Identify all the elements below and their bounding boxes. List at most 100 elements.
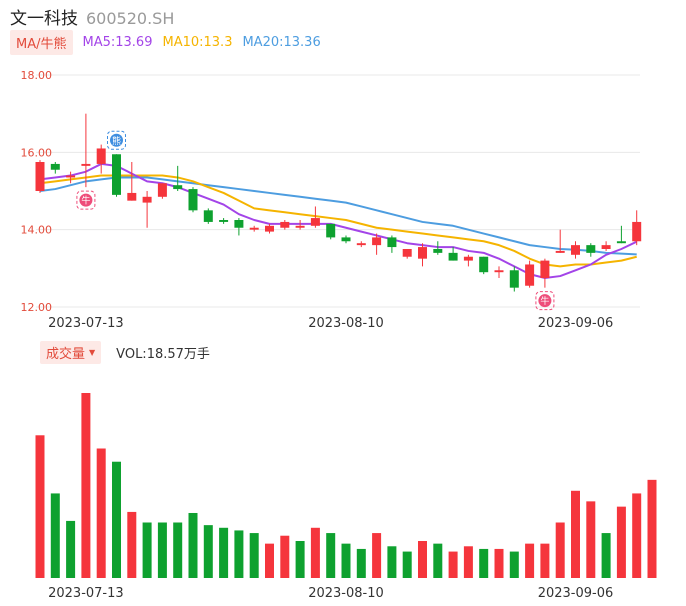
candle-body bbox=[203, 210, 213, 222]
candle-body bbox=[525, 264, 535, 286]
candle bbox=[540, 258, 550, 288]
candle bbox=[555, 229, 565, 253]
volume-bar bbox=[647, 479, 657, 578]
volume-indicator-selector[interactable]: 成交量 ▼ bbox=[40, 340, 102, 364]
candle-body bbox=[280, 221, 290, 228]
candle-body bbox=[494, 270, 504, 273]
candle-body bbox=[479, 256, 489, 273]
marker-text: 熊 bbox=[112, 135, 121, 147]
marker-frame bbox=[535, 291, 555, 311]
candle-body bbox=[356, 243, 366, 246]
marker-frame bbox=[107, 130, 126, 150]
price-grid bbox=[36, 74, 640, 308]
volume-bar bbox=[586, 501, 596, 578]
candle bbox=[203, 208, 213, 224]
candle bbox=[433, 241, 443, 255]
candle-body bbox=[188, 189, 198, 211]
ma5-legend-label: MA5:13.69 bbox=[82, 34, 153, 50]
ma20-line bbox=[39, 176, 637, 256]
volume-bar bbox=[540, 543, 550, 578]
candle bbox=[81, 113, 91, 188]
candle bbox=[234, 218, 244, 236]
candle bbox=[341, 235, 351, 244]
candle bbox=[356, 241, 366, 248]
volume-bar bbox=[525, 543, 535, 578]
candle bbox=[310, 206, 320, 228]
candle bbox=[418, 243, 427, 267]
candle-body bbox=[616, 241, 626, 244]
volume-bar bbox=[219, 527, 229, 578]
volume-bar-series bbox=[35, 393, 657, 578]
volume-bar bbox=[509, 551, 519, 578]
volume-bar bbox=[66, 520, 76, 578]
volume-bar bbox=[173, 522, 183, 578]
volume-bar bbox=[81, 393, 91, 578]
bear-signal-marker: 熊 bbox=[107, 130, 126, 150]
candle-body bbox=[632, 221, 642, 242]
volume-bar bbox=[326, 533, 336, 578]
volume-bar bbox=[310, 527, 320, 578]
candle bbox=[157, 183, 167, 199]
price-y-axis: 18.00 16.00 14.00 12.00 bbox=[21, 69, 53, 314]
volume-bar bbox=[157, 522, 167, 578]
marker-frame bbox=[76, 190, 96, 210]
candle-body bbox=[265, 225, 274, 232]
candle bbox=[586, 243, 596, 257]
candle-body bbox=[234, 220, 244, 228]
volume-bar bbox=[295, 541, 305, 578]
volume-bar bbox=[632, 493, 642, 578]
candle bbox=[265, 223, 274, 234]
candle-body bbox=[219, 220, 229, 222]
candle-body bbox=[509, 270, 519, 288]
marker-badge bbox=[538, 294, 552, 308]
candle-body bbox=[310, 218, 320, 226]
candle bbox=[463, 254, 473, 267]
volume-bar bbox=[203, 525, 213, 578]
ma-indicator-selector[interactable]: MA/牛熊 bbox=[10, 29, 73, 55]
candle bbox=[525, 260, 535, 288]
candle-body bbox=[173, 185, 183, 190]
candle bbox=[50, 162, 60, 174]
marker-text: 牛 bbox=[540, 295, 549, 307]
candle bbox=[112, 154, 121, 197]
candle bbox=[632, 210, 642, 246]
volume-bar bbox=[50, 493, 60, 578]
candle-body bbox=[81, 163, 91, 166]
y-tick-label: 12.00 bbox=[21, 301, 53, 314]
volume-bar bbox=[494, 548, 504, 578]
volume-bar bbox=[234, 530, 244, 578]
candle bbox=[295, 220, 305, 230]
marker-badge bbox=[79, 193, 93, 207]
volume-bar bbox=[341, 543, 351, 578]
ma10-line bbox=[39, 174, 637, 268]
volume-x-axis: 2023-07-13 2023-08-10 2023-09-06 bbox=[48, 586, 613, 601]
volume-bar bbox=[142, 522, 152, 578]
candle bbox=[35, 160, 45, 193]
moving-average-lines bbox=[39, 162, 638, 279]
x-tick-label: 2023-09-06 bbox=[538, 316, 614, 331]
volume-bar bbox=[127, 511, 137, 578]
volume-bar bbox=[112, 461, 121, 578]
candle-body bbox=[463, 256, 473, 261]
candle bbox=[188, 187, 198, 213]
x-tick-label: 2023-08-10 bbox=[308, 316, 384, 331]
volume-bar bbox=[96, 448, 106, 578]
volume-bar bbox=[265, 543, 274, 578]
candle bbox=[249, 225, 259, 232]
price-x-axis: 2023-07-13 2023-08-10 2023-09-06 bbox=[48, 316, 613, 331]
bull-signal-marker: 牛 bbox=[535, 291, 555, 311]
candle-body bbox=[448, 252, 458, 261]
candle-body bbox=[50, 163, 60, 170]
candle bbox=[571, 241, 580, 259]
candle bbox=[66, 171, 76, 184]
candle-body bbox=[555, 250, 565, 253]
x-tick-label: 2023-09-06 bbox=[538, 586, 614, 601]
candle bbox=[142, 191, 152, 228]
volume-indicator-label: 成交量 bbox=[46, 346, 86, 362]
candle bbox=[448, 247, 458, 261]
y-tick-label: 18.00 bbox=[21, 69, 53, 82]
candle-body bbox=[571, 245, 580, 255]
volume-bar bbox=[479, 548, 489, 578]
marker-badge bbox=[110, 133, 123, 147]
